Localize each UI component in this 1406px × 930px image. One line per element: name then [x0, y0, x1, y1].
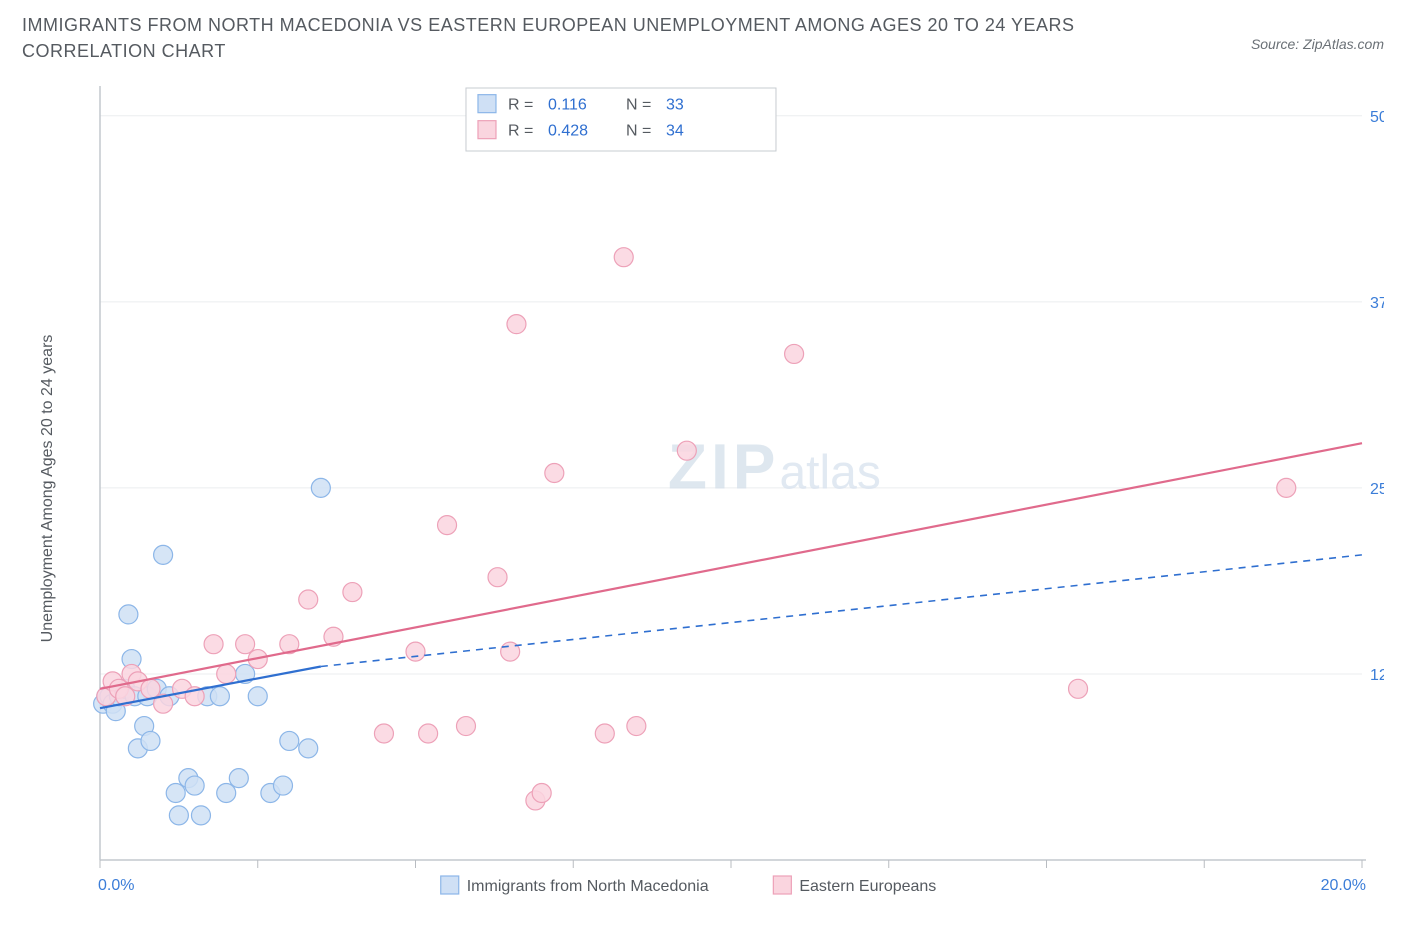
regression-line-extension: [321, 555, 1362, 667]
y-tick-label: 12.5%: [1370, 667, 1384, 684]
source-citation: Source: ZipAtlas.com: [1251, 36, 1384, 52]
data-point: [273, 776, 292, 795]
data-point: [595, 724, 614, 743]
data-point: [217, 664, 236, 683]
data-point: [343, 583, 362, 602]
data-point: [438, 516, 457, 535]
legend-n-label: N =: [626, 123, 651, 140]
data-point: [185, 776, 204, 795]
legend-series-label: Eastern Europeans: [799, 878, 936, 895]
legend-r-value: 0.116: [548, 97, 587, 114]
data-point: [1277, 478, 1296, 497]
x-tick-label: 20.0%: [1321, 877, 1366, 894]
legend-r-value: 0.428: [548, 123, 588, 140]
legend-swatch: [478, 121, 496, 139]
data-point: [311, 478, 330, 497]
data-point: [299, 739, 318, 758]
legend-n-label: N =: [626, 97, 651, 114]
data-point: [406, 642, 425, 661]
watermark: ZIPatlas: [668, 430, 881, 502]
data-point: [141, 731, 160, 750]
legend-series-label: Immigrants from North Macedonia: [467, 878, 709, 895]
y-tick-label: 37.5%: [1370, 295, 1384, 312]
data-point: [1069, 679, 1088, 698]
scatter-chart: ZIPatlas 0.0% 20.0% 12.5% 25.0% 37.5% 50.0% Une…: [22, 86, 1384, 910]
data-point: [374, 724, 393, 743]
legend-r-label: R =: [508, 97, 533, 114]
data-point: [204, 635, 223, 654]
legend-n-value: 33: [666, 97, 684, 114]
data-point: [154, 545, 173, 564]
data-point: [210, 687, 229, 706]
data-point: [217, 784, 236, 803]
legend-r-label: R =: [508, 123, 533, 140]
legend-n-value: 34: [666, 123, 684, 140]
chart-title: IMMIGRANTS FROM NORTH MACEDONIA VS EASTE…: [22, 12, 1122, 64]
chart-container: ZIPatlas 0.0% 20.0% 12.5% 25.0% 37.5% 50.0% Une…: [22, 86, 1384, 910]
data-point: [507, 315, 526, 334]
legend-swatch: [773, 876, 791, 894]
data-point: [141, 679, 160, 698]
data-point: [627, 717, 646, 736]
data-point: [119, 605, 138, 624]
data-point: [166, 784, 185, 803]
legend-swatch: [478, 95, 496, 113]
data-point: [785, 344, 804, 363]
data-point: [236, 635, 255, 654]
data-point: [248, 687, 267, 706]
y-tick-label: 50.0%: [1370, 109, 1384, 126]
data-point: [191, 806, 210, 825]
data-point: [456, 717, 475, 736]
data-point: [229, 769, 248, 788]
data-point: [545, 464, 564, 483]
chart-header: IMMIGRANTS FROM NORTH MACEDONIA VS EASTE…: [22, 12, 1384, 64]
x-tick-label: 0.0%: [98, 877, 134, 894]
data-point: [488, 568, 507, 587]
legend-swatch: [441, 876, 459, 894]
data-point: [169, 806, 188, 825]
data-point: [614, 248, 633, 267]
data-point: [419, 724, 438, 743]
data-point: [532, 784, 551, 803]
data-point: [299, 590, 318, 609]
data-point: [677, 441, 696, 460]
data-point: [280, 731, 299, 750]
y-axis-title: Unemployment Among Ages 20 to 24 years: [39, 335, 56, 643]
y-tick-label: 25.0%: [1370, 481, 1384, 498]
